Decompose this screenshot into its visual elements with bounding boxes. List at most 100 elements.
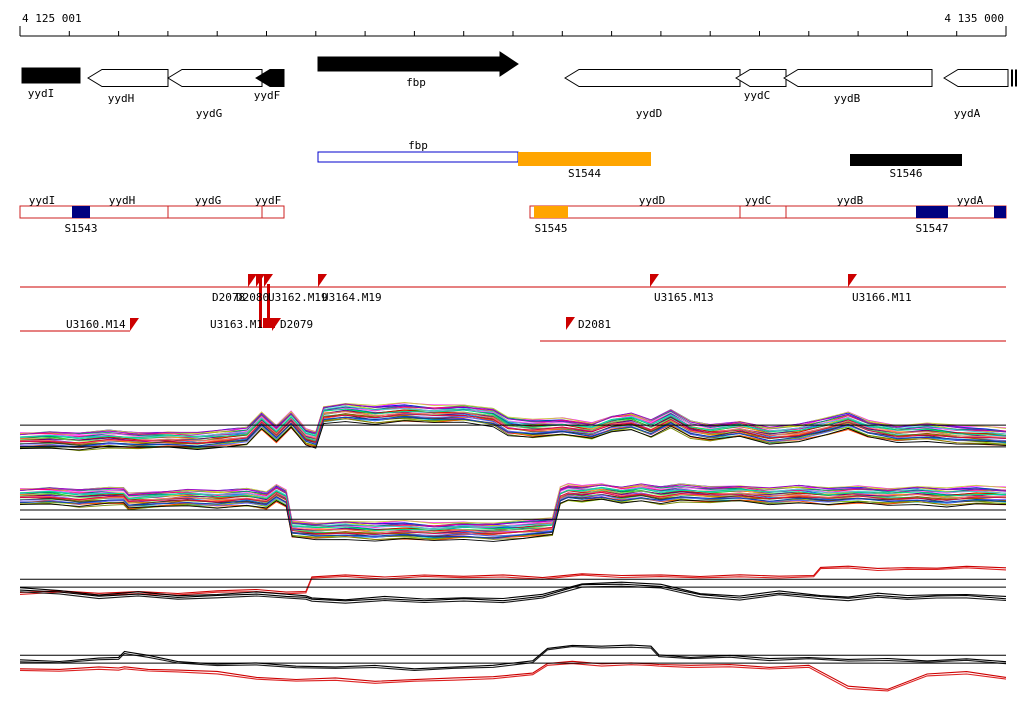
gene-yydD[interactable] <box>564 69 741 87</box>
profile-line <box>19 567 1007 596</box>
segment-gene-label: yydA <box>957 194 984 207</box>
profile-line <box>19 415 1007 448</box>
segment-gene-label: yydC <box>745 194 772 207</box>
feature-S1546[interactable] <box>850 154 962 166</box>
gene-label: yydI <box>28 87 55 100</box>
profile-line <box>19 565 1007 595</box>
profile-line <box>19 402 1007 435</box>
profile-line <box>19 583 1007 602</box>
segment-gene-label: yydF <box>255 194 282 207</box>
segment-feature-label: S1543 <box>64 222 97 235</box>
profile-line <box>19 415 1007 448</box>
segment-gene-label: yydH <box>109 194 136 207</box>
profile-line <box>19 413 1007 444</box>
feature-fbp[interactable] <box>317 151 519 163</box>
gene-yydC[interactable] <box>735 69 787 87</box>
probe-label: U3166.M11 <box>852 291 912 304</box>
ruler-start-label: 4 125 001 <box>22 12 82 25</box>
expression-panel-3 <box>19 565 1007 604</box>
gene-label: yydC <box>744 89 771 102</box>
gene-label: yydB <box>834 92 861 105</box>
profile-line <box>19 496 1007 541</box>
expression-panel-4 <box>19 644 1007 692</box>
probe-flag-U3162.M19[interactable] <box>264 274 273 287</box>
segment-feature-label: S1547 <box>915 222 948 235</box>
probe-label: D2079 <box>280 318 313 331</box>
feature-label: fbp <box>408 139 428 152</box>
segment-gene-label: yydG <box>195 194 222 207</box>
feature-S1544[interactable] <box>518 152 651 166</box>
gene-label: fbp <box>406 76 426 89</box>
profile-line <box>19 581 1007 601</box>
probe-label: D2080 <box>236 291 269 304</box>
probe-flag-U3166.M11[interactable] <box>848 274 857 287</box>
profile-line <box>19 646 1007 671</box>
gene-yydB[interactable] <box>783 69 933 87</box>
profile-line <box>19 403 1007 436</box>
probe-label: U3163.M14 <box>210 318 270 331</box>
gene-fbp[interactable] <box>317 51 519 77</box>
ruler-end-label: 4 135 000 <box>944 12 1004 25</box>
profile-line <box>19 498 1007 542</box>
probe-flag-D2080[interactable] <box>256 274 265 287</box>
segment-box[interactable] <box>785 205 933 219</box>
profile-line <box>19 483 1007 528</box>
gene-yydG[interactable] <box>167 69 263 87</box>
segment-gene-label: yydI <box>29 194 56 207</box>
coordinate-ruler <box>19 26 1007 37</box>
segment-box[interactable] <box>261 205 285 219</box>
gene-yydI[interactable] <box>21 67 81 84</box>
probe-mark[interactable] <box>259 278 262 328</box>
gene-yydA[interactable] <box>943 69 1009 87</box>
probe-box-D2079[interactable] <box>263 318 275 328</box>
profile-line <box>19 492 1007 535</box>
transcript-track: fbp S1544 S1546 <box>317 139 962 180</box>
probe-label: D2081 <box>578 318 611 331</box>
probe-flag-U3164.M19[interactable] <box>318 274 327 287</box>
profile-line <box>19 408 1007 440</box>
profile-line <box>19 496 1007 539</box>
expression-panel-2 <box>19 483 1007 542</box>
probe-flag-D2081[interactable] <box>566 317 575 330</box>
segment-box[interactable] <box>87 205 169 219</box>
feature-label: S1546 <box>889 167 922 180</box>
segment-feature-S1547[interactable] <box>916 206 948 218</box>
gene-yydF[interactable] <box>255 69 285 87</box>
feature-label: S1544 <box>568 167 601 180</box>
expression-panel-1 <box>19 402 1007 452</box>
segment-feature-S1545[interactable] <box>534 206 568 218</box>
profile-line <box>19 491 1007 534</box>
segment-gene-label: yydB <box>837 194 864 207</box>
profile-line <box>19 486 1007 531</box>
gene-yydH[interactable] <box>87 69 169 87</box>
probe-label: U3164.M19 <box>322 291 382 304</box>
profile-line <box>19 660 1007 690</box>
profile-line <box>19 411 1007 444</box>
profile-line <box>19 405 1007 439</box>
probe-label: U3165.M13 <box>654 291 714 304</box>
probe-label: U3160.M14 <box>66 318 126 331</box>
probe-flag-D2078[interactable] <box>248 274 257 287</box>
probe-label: D2078 <box>212 291 245 304</box>
probe-label: U3162.M19 <box>268 291 328 304</box>
probe-flag-U3165.M13[interactable] <box>650 274 659 287</box>
profile-line <box>19 410 1007 441</box>
profile-line <box>19 663 1007 692</box>
gene-label: yydF <box>254 89 281 102</box>
gene-label: yydH <box>108 92 135 105</box>
probe-flag-U3160.M14[interactable] <box>130 318 139 331</box>
segment-feature-S1543[interactable] <box>72 206 90 218</box>
segment-box[interactable] <box>739 205 787 219</box>
gene-arrow-track: yydI yydH yydG yydF fbp yydD yydC yydB yydA <box>21 51 1017 120</box>
gene-label: yydG <box>196 107 223 120</box>
segment-feature-label: S1545 <box>534 222 567 235</box>
probe-mark[interactable] <box>267 284 270 322</box>
gene-label: yydD <box>636 107 663 120</box>
profile-line <box>19 585 1007 604</box>
segment-track: S1543 S1545 S1547 yydI yydH yydG yydF yydD yydC y… <box>19 194 1007 235</box>
segment-feature[interactable] <box>994 206 1006 218</box>
segment-box[interactable] <box>167 205 263 219</box>
gene-label: yydA <box>954 107 981 120</box>
